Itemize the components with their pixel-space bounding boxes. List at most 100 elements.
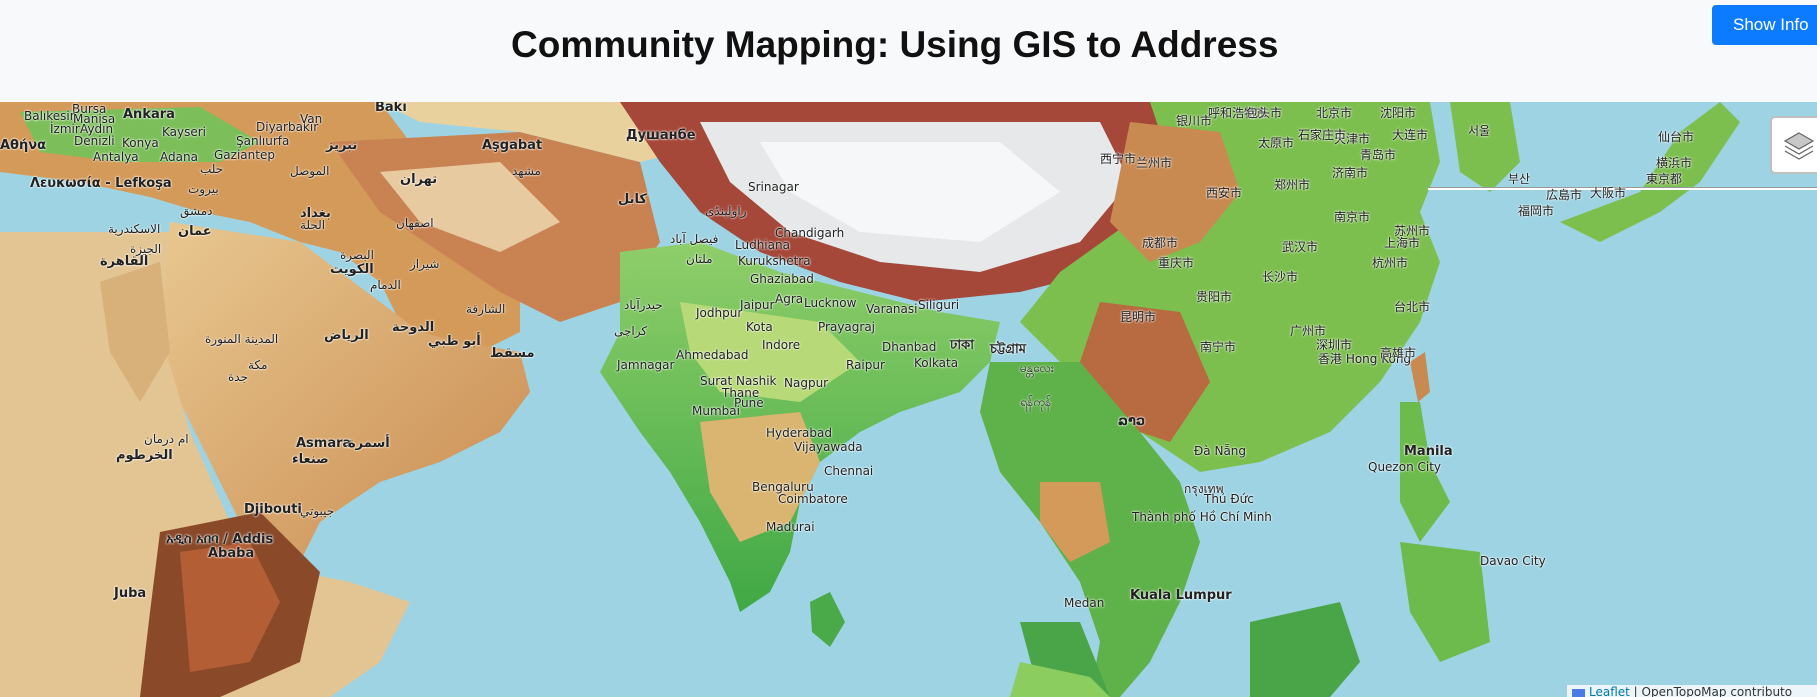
map-label-aydin: Aydın [80,122,114,136]
map-label-hyderabad-pk: حیدرآباد [624,298,663,312]
map-label-ahmedabad: Ahmedabad [676,348,749,362]
map-label-chittagong: চট্টগ্রাম [990,342,1026,357]
map-label-mandalay: မန္တလေး [1020,361,1054,375]
map-label-jinan: 济南市 [1332,166,1369,180]
map-label-mosul: الموصل [290,164,330,178]
map-label-faisalabad: فیصل آباد [670,232,719,246]
map-label-manila: Manila [1404,444,1453,459]
map-label-shenyang: 沈阳市 [1380,106,1417,120]
map-label-kabul: کابل [618,192,647,207]
map-label-aleppo: حلب [200,162,224,176]
map-label-chandigarh: Chandigarh [775,226,845,240]
map-label-cairo: القاهرة [100,254,149,269]
map-label-kurukshetra: Kurukshetra [738,254,811,268]
map-label-rawalpindi: راولپنڈی [705,204,747,218]
layer-switcher-button[interactable] [1770,116,1817,174]
map-label-hohhot: 呼和浩特市 [1208,106,1269,120]
map-label-yangon: ရန်ကုန် [1020,395,1052,409]
map-label-ankara: Ankara [123,107,175,122]
map-label-khartoum: الخرطوم [116,448,173,463]
map-label-tokyo: 東京都 [1646,172,1683,186]
map-label-abu-dhabi: أبو ظبي [428,334,481,349]
map-label-baku: Bakı [375,102,407,115]
map-label-antalya: Antalya [93,150,139,164]
map-label-diyarbakir: Diyarbakır [256,120,319,134]
map-label-kota: Kota [746,320,773,334]
ukraine-flag-icon [1572,688,1585,697]
map-label-taiyuan: 太原市 [1258,136,1295,150]
map-label-mecca: مكة [248,358,268,372]
map-label-yinchuan: 银川市 [1176,114,1213,128]
map-label-dushanbe: Душанбе [626,128,696,143]
map-label-ho-chi-minh: Thành phố Hồ Chí Minh [1132,510,1272,524]
map-label-kayseri: Kayseri [162,125,207,139]
map-label-jodhpur: Jodhpur [696,306,743,320]
attribution-source: OpenTopoMap contributo [1641,685,1793,697]
map-label-indore: Indore [762,338,801,352]
map-label-jaipur: Jaipur [740,298,775,312]
map-label-beirut: بيروت [188,182,219,196]
map-label-chongqing: 重庆市 [1158,256,1195,270]
map-label-sanaa: صنعاء [292,452,329,467]
map-label-davao-city: Davao City [1480,554,1546,568]
map-label-dalian: 大连市 [1392,128,1429,142]
map-label-kolkata: Kolkata [914,356,959,370]
map-label-madurai: Madurai [766,520,815,534]
map-label-alexandria: الاسكندرية [108,222,161,236]
map-label-fukuoka: 福岡市 [1518,204,1555,218]
map-label-qingdao: 青岛市 [1360,148,1397,162]
map-label-pune: Pune [734,396,764,410]
map-label-prayagraj: Prayagraj [818,320,876,334]
map-label-juba: Juba [114,586,147,601]
map-label-omdurman: ام درمان [144,432,189,446]
map-label-asmara-ar: أسمرة [348,436,390,451]
map-label-lucknow: Lucknow [804,296,857,310]
map-label-xining: 西宁市 [1100,152,1137,166]
map-label-jamnagar: Jamnagar [617,358,675,372]
page-title: Community Mapping: Using GIS to Address [511,24,1279,65]
map-label-kaohsiung: 高雄市 [1380,346,1417,360]
map-label-kuala-lumpur: Kuala Lumpur [1130,588,1232,603]
map-label-dammam: الدمام [370,278,401,292]
map-label-djibouti-ar: جيبوتي [300,504,335,518]
map-label-bangkok: กรุงเทพ [1184,482,1224,496]
map-label-balikesir: Balıkesir [24,109,75,123]
map-label-agra: Agra [775,292,804,306]
map-label-nicosia: Λευκωσία - Lefkoşa [30,176,172,191]
map-label-surat: Surat [700,374,733,388]
map-label-wuhan: 武汉市 [1282,240,1319,254]
map-label-gaziantep: Gaziantep [214,148,275,162]
map-container[interactable]: Bursa Balıkesir Manisa İzmir Aydın Deniz… [0,102,1817,697]
map-label-asmara: Asmara [296,436,352,451]
map-label-seoul: 서울 [1468,124,1491,138]
map-label-hiroshima: 広島市 [1546,188,1583,202]
map-label-manisa: Manisa [73,112,116,126]
map-label-baotou: 包头市 [1246,106,1283,120]
map-label-zhengzhou: 郑州市 [1274,178,1311,192]
map-label-guangzhou: 广州市 [1290,324,1327,338]
map-label-baghdad: بغداد [300,206,331,221]
terrain-basemap [0,102,1817,697]
map-label-osaka: 大阪市 [1590,186,1627,200]
map-label-jeddah: جدة [228,370,249,384]
map-label-ashgabat: Aşgabat [482,138,543,153]
map-label-van: Van [300,112,323,126]
map-label-srinagar: Srinagar [748,180,799,194]
map-label-tehran: تهران [400,172,438,187]
map-label-beijing: 北京市 [1316,106,1353,120]
map-label-bursa: Bursa [72,102,107,116]
map-label-hong-kong: 香港 Hong Kong [1318,352,1412,366]
show-info-button[interactable]: Show Info [1712,5,1817,45]
map-label-da-nang: Đà Nẵng [1194,444,1247,458]
map-label-riyadh: الرياض [324,328,369,343]
map-label-sharjah: الشارقة [466,302,506,316]
leaflet-link[interactable]: Leaflet [1589,685,1630,697]
map-label-vijayawada: Vijayawada [794,440,863,454]
map-label-dhaka: ঢাকা [950,338,974,353]
map-label-mashhad: مشهد [512,164,541,178]
map-label-ababa: Ababa [208,546,255,561]
map-label-changsha: 长沙市 [1262,270,1299,284]
map-label-dhanbad: Dhanbad [882,340,937,354]
map-label-siliguri: Siliguri [918,298,960,312]
map-label-guiyang: 贵阳市 [1196,290,1233,304]
